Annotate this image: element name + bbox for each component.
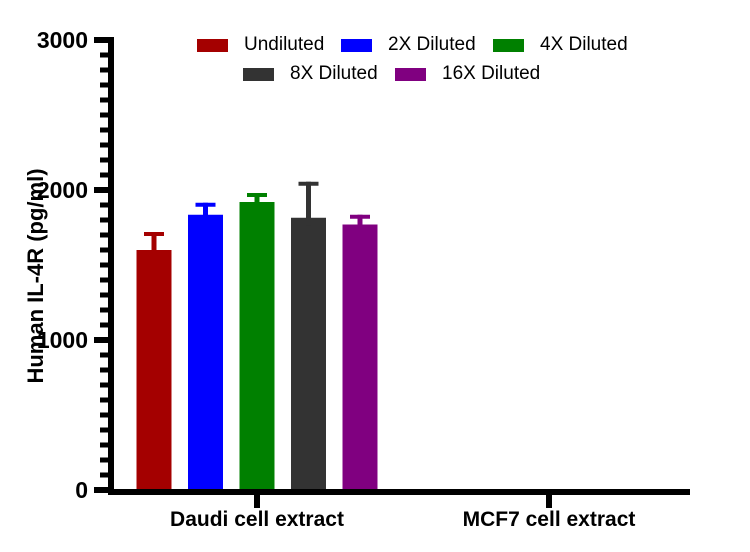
y-minor-tick-2500 bbox=[100, 112, 108, 118]
x-axis-line bbox=[108, 489, 690, 495]
y-minor-tick-2300 bbox=[100, 142, 108, 148]
y-minor-tick-1600 bbox=[100, 247, 108, 253]
y-minor-tick-800 bbox=[100, 367, 108, 373]
legend-swatch-8x-diluted bbox=[243, 67, 274, 81]
y-major-tick-1000 bbox=[94, 337, 108, 343]
legend-swatch-16x-diluted bbox=[395, 67, 426, 81]
y-major-tick-2000 bbox=[94, 187, 108, 193]
bar-2x-diluted-daudi-cell-extract bbox=[188, 214, 223, 492]
y-tick-label-2000: 2000 bbox=[37, 177, 88, 203]
bar-16x-diluted-daudi-cell-extract bbox=[342, 224, 378, 492]
legend-item-undiluted: Undiluted bbox=[197, 35, 324, 55]
error-bar-cap-16x-diluted-daudi-cell-extract bbox=[350, 214, 370, 219]
y-minor-tick-1900 bbox=[100, 202, 108, 208]
legend-item-16x-diluted: 16X Diluted bbox=[395, 64, 540, 84]
y-minor-tick-300 bbox=[100, 442, 108, 448]
error-bar-stem-2x-diluted-daudi-cell-extract bbox=[203, 202, 208, 223]
error-bar-cap-4x-diluted-daudi-cell-extract bbox=[247, 193, 267, 197]
y-minor-tick-600 bbox=[100, 397, 108, 403]
y-minor-tick-2100 bbox=[100, 172, 108, 178]
legend-item-4x-diluted: 4X Diluted bbox=[493, 35, 628, 55]
y-minor-tick-1500 bbox=[100, 262, 108, 268]
x-tick-daudi-cell-extract bbox=[254, 495, 260, 508]
y-minor-tick-700 bbox=[100, 382, 108, 388]
legend-item-2x-diluted: 2X Diluted bbox=[341, 35, 476, 55]
legend-label-16x-diluted: 16X Diluted bbox=[442, 63, 541, 84]
error-bar-stem-4x-diluted-daudi-cell-extract bbox=[254, 193, 260, 210]
legend-swatch-undiluted bbox=[197, 38, 228, 52]
y-minor-tick-2600 bbox=[100, 97, 108, 103]
error-bar-cap-8x-diluted-daudi-cell-extract bbox=[298, 181, 319, 186]
legend-swatch-4x-diluted bbox=[493, 38, 524, 52]
y-tick-label-3000: 3000 bbox=[37, 27, 88, 53]
y-minor-tick-100 bbox=[100, 472, 108, 478]
y-tick-label-0: 0 bbox=[75, 477, 88, 503]
y-minor-tick-200 bbox=[100, 457, 108, 463]
legend-label-4x-diluted: 4X Diluted bbox=[540, 34, 628, 55]
x-category-label-mcf7: MCF7 cell extract bbox=[462, 508, 636, 531]
bar-4x-diluted-daudi-cell-extract bbox=[239, 202, 275, 492]
bar-undiluted-daudi-cell-extract bbox=[136, 250, 172, 492]
y-minor-tick-1200 bbox=[100, 307, 108, 313]
legend-label-8x-diluted: 8X Diluted bbox=[290, 63, 378, 84]
y-minor-tick-1100 bbox=[100, 322, 108, 328]
y-minor-tick-2200 bbox=[100, 157, 108, 163]
legend-item-8x-diluted: 8X Diluted bbox=[243, 64, 378, 84]
legend-label-undiluted: Undiluted bbox=[244, 34, 325, 55]
y-minor-tick-1300 bbox=[100, 292, 108, 298]
legend-swatch-2x-diluted bbox=[341, 38, 372, 52]
y-major-tick-3000 bbox=[94, 37, 108, 43]
legend-label-2x-diluted: 2X Diluted bbox=[388, 34, 476, 55]
error-bar-stem-undiluted-daudi-cell-extract bbox=[151, 232, 157, 258]
y-minor-tick-2900 bbox=[100, 52, 108, 58]
y-minor-tick-500 bbox=[100, 412, 108, 418]
y-minor-tick-1700 bbox=[100, 232, 108, 238]
error-bar-stem-16x-diluted-daudi-cell-extract bbox=[357, 214, 363, 233]
y-minor-tick-900 bbox=[100, 352, 108, 358]
bar-8x-diluted-daudi-cell-extract bbox=[291, 217, 326, 492]
error-bar-stem-8x-diluted-daudi-cell-extract bbox=[306, 181, 311, 226]
x-category-label-daudi: Daudi cell extract bbox=[170, 508, 344, 531]
y-minor-tick-1400 bbox=[100, 277, 108, 283]
y-minor-tick-2400 bbox=[100, 127, 108, 133]
y-minor-tick-1800 bbox=[100, 217, 108, 223]
x-tick-mcf7-cell-extract bbox=[546, 495, 552, 508]
y-minor-tick-2800 bbox=[100, 67, 108, 73]
y-tick-label-1000: 1000 bbox=[37, 327, 88, 353]
y-axis-title: Human IL-4R (pg/ml) bbox=[23, 168, 48, 384]
y-minor-tick-2700 bbox=[100, 82, 108, 88]
y-minor-tick-400 bbox=[100, 427, 108, 433]
error-bar-cap-undiluted-daudi-cell-extract bbox=[144, 232, 164, 236]
y-major-tick-0 bbox=[94, 487, 108, 493]
y-axis-line bbox=[108, 37, 114, 495]
error-bar-cap-2x-diluted-daudi-cell-extract bbox=[195, 202, 216, 207]
